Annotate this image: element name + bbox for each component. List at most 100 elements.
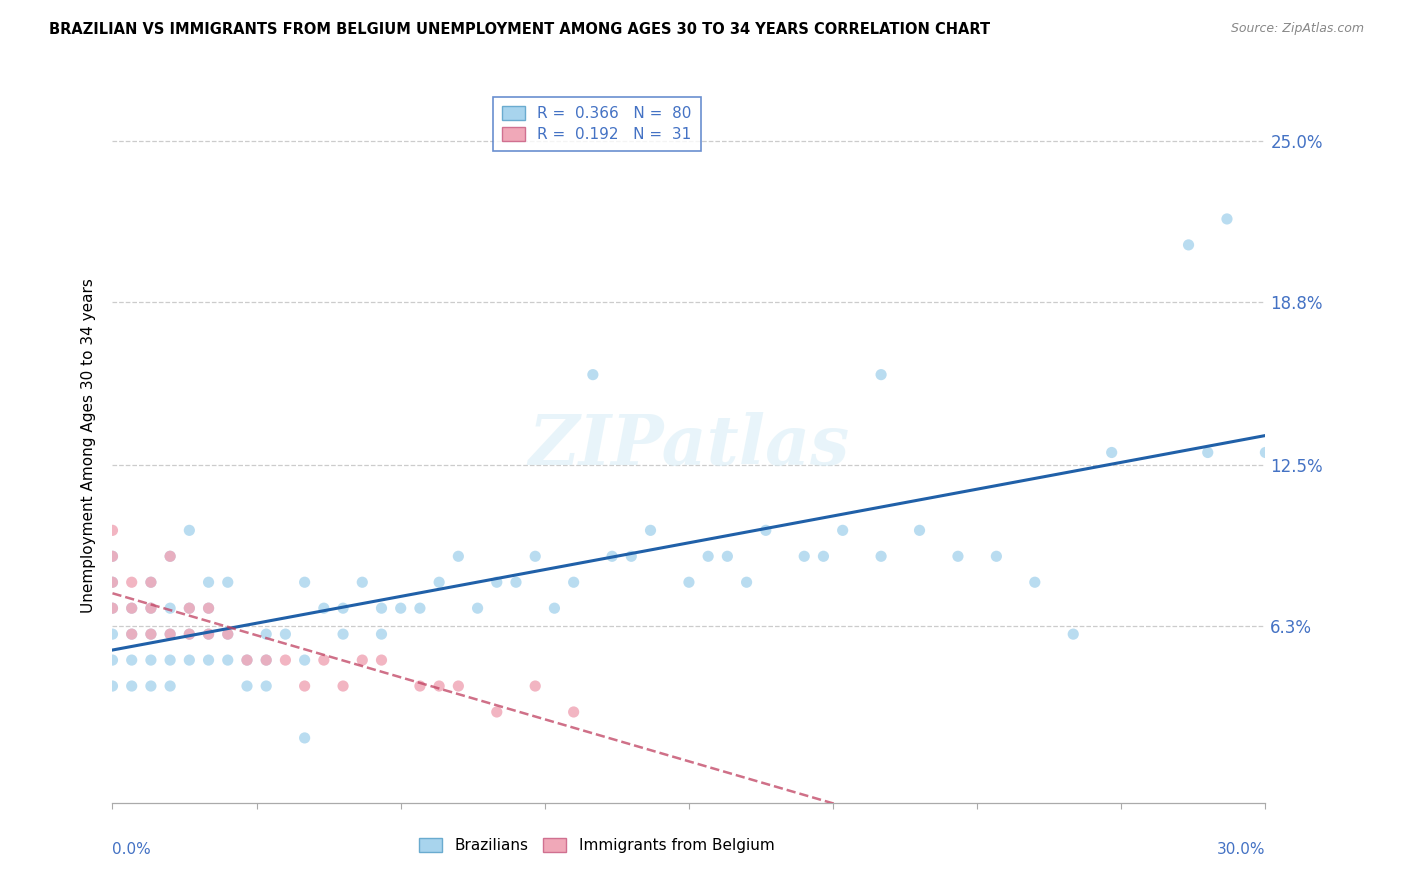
Point — [121, 679, 143, 693]
Point — [159, 601, 181, 615]
Point — [697, 549, 720, 564]
Point — [159, 679, 181, 693]
Point — [121, 575, 143, 590]
Point — [121, 601, 143, 615]
Point — [197, 601, 219, 615]
Point — [389, 601, 412, 615]
Point — [1197, 445, 1219, 459]
Point — [101, 601, 124, 615]
Point — [139, 679, 162, 693]
Point — [159, 627, 181, 641]
Legend: Brazilians, Immigrants from Belgium: Brazilians, Immigrants from Belgium — [413, 832, 780, 859]
Point — [600, 549, 623, 564]
Text: 30.0%: 30.0% — [1218, 842, 1265, 856]
Point — [101, 524, 124, 538]
Point — [908, 524, 931, 538]
Point — [409, 679, 432, 693]
Point — [946, 549, 969, 564]
Point — [370, 601, 392, 615]
Point — [294, 679, 316, 693]
Point — [179, 627, 201, 641]
Point — [524, 549, 547, 564]
Point — [121, 601, 143, 615]
Point — [485, 575, 508, 590]
Point — [159, 653, 181, 667]
Text: BRAZILIAN VS IMMIGRANTS FROM BELGIUM UNEMPLOYMENT AMONG AGES 30 TO 34 YEARS CORR: BRAZILIAN VS IMMIGRANTS FROM BELGIUM UNE… — [49, 22, 990, 37]
Point — [217, 653, 239, 667]
Point — [332, 627, 354, 641]
Point — [294, 653, 316, 667]
Point — [139, 627, 162, 641]
Point — [274, 627, 297, 641]
Point — [735, 575, 758, 590]
Point — [197, 627, 219, 641]
Point — [139, 575, 162, 590]
Point — [101, 549, 124, 564]
Point — [831, 524, 853, 538]
Text: ZIPatlas: ZIPatlas — [529, 412, 849, 480]
Point — [562, 705, 585, 719]
Point — [1062, 627, 1084, 641]
Point — [159, 627, 181, 641]
Point — [409, 601, 432, 615]
Point — [370, 653, 392, 667]
Point — [139, 601, 162, 615]
Point — [101, 679, 124, 693]
Point — [139, 627, 162, 641]
Point — [543, 601, 565, 615]
Point — [121, 627, 143, 641]
Point — [678, 575, 700, 590]
Point — [254, 653, 277, 667]
Point — [332, 679, 354, 693]
Point — [139, 653, 162, 667]
Point — [1254, 445, 1277, 459]
Point — [101, 653, 124, 667]
Point — [236, 653, 259, 667]
Point — [217, 627, 239, 641]
Point — [447, 549, 470, 564]
Point — [197, 653, 219, 667]
Point — [312, 601, 335, 615]
Point — [101, 601, 124, 615]
Point — [447, 679, 470, 693]
Point — [197, 575, 219, 590]
Point — [427, 679, 450, 693]
Point — [312, 653, 335, 667]
Point — [121, 653, 143, 667]
Point — [620, 549, 643, 564]
Point — [582, 368, 605, 382]
Text: Source: ZipAtlas.com: Source: ZipAtlas.com — [1230, 22, 1364, 36]
Point — [870, 368, 893, 382]
Point — [485, 705, 508, 719]
Point — [197, 627, 219, 641]
Point — [274, 653, 297, 667]
Point — [101, 549, 124, 564]
Point — [562, 575, 585, 590]
Point — [793, 549, 815, 564]
Point — [179, 601, 201, 615]
Point — [217, 627, 239, 641]
Point — [1024, 575, 1046, 590]
Point — [179, 653, 201, 667]
Point — [1177, 238, 1199, 252]
Point — [159, 549, 181, 564]
Point — [254, 653, 277, 667]
Point — [121, 627, 143, 641]
Point — [986, 549, 1008, 564]
Point — [217, 575, 239, 590]
Point — [332, 601, 354, 615]
Point — [139, 575, 162, 590]
Point — [716, 549, 738, 564]
Point — [294, 575, 316, 590]
Point — [179, 601, 201, 615]
Point — [101, 575, 124, 590]
Point — [179, 524, 201, 538]
Point — [352, 575, 374, 590]
Point — [159, 549, 181, 564]
Point — [139, 601, 162, 615]
Point — [179, 627, 201, 641]
Point — [197, 601, 219, 615]
Point — [236, 653, 259, 667]
Point — [1216, 211, 1239, 226]
Point — [640, 524, 662, 538]
